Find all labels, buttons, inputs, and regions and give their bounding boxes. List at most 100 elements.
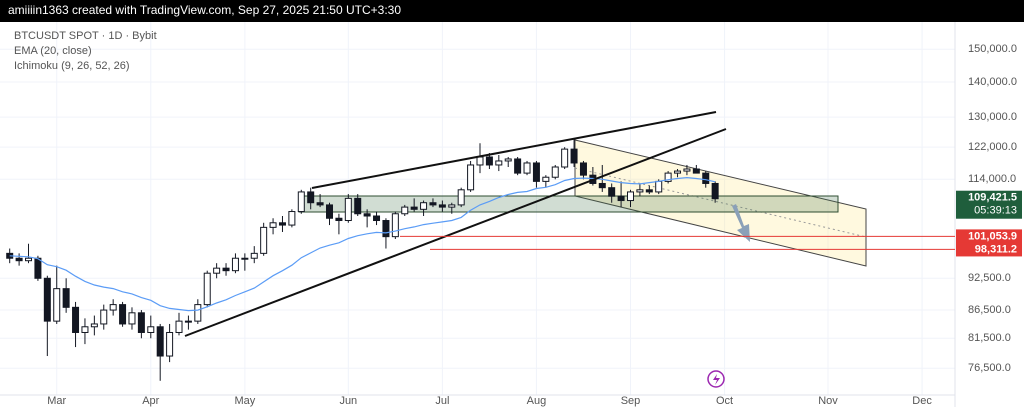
candle-body [194,304,202,322]
candle-body [53,288,61,322]
header-text: amiiiin1363 created with TradingView.com… [8,3,401,17]
x-tick-label: May [234,395,255,407]
level-label-box [956,229,1022,244]
legend-ichimoku: Ichimoku (9, 26, 52, 26) [14,60,130,72]
y-tick-label: 92,500.0 [968,272,1011,284]
candle-body [448,204,456,208]
candle-body [147,326,155,333]
candle-body [156,326,164,357]
candle-body [15,257,23,262]
candle-body [692,168,700,174]
candle-body [598,182,606,189]
candle-body [655,180,663,193]
candle-body [617,195,625,202]
event-icon-bolt [713,374,720,385]
candle-body [213,267,221,274]
candle-body [326,204,334,219]
level-label: 98,311.2 [975,243,1017,255]
candle-body [307,191,315,204]
candle-body [523,162,531,174]
y-tick-label: 86,500.0 [968,304,1011,316]
candle-body [297,191,305,213]
y-tick-label: 81,500.0 [968,332,1011,344]
candle-body [250,252,258,259]
candle-body [636,189,644,193]
candle-body [711,182,719,200]
candle-body [260,226,268,254]
candle-body [476,156,484,166]
candle-body [137,312,145,333]
x-tick-label: Sep [621,395,641,407]
candle-body [316,202,324,206]
candle-body [222,267,230,272]
candle-body [72,306,80,333]
zone-box [298,195,839,213]
y-tick-label: 150,000.0 [968,43,1017,55]
y-tick-label: 76,500.0 [968,362,1011,374]
candle-body [25,257,33,262]
y-tick-label: 114,000.0 [968,173,1016,185]
trendline [184,128,727,337]
last-price-label: 109,421.5 [968,192,1017,204]
candle-body [363,213,371,217]
candle-body [43,277,51,322]
countdown-label: 05:39:13 [974,205,1017,217]
candle-body [561,148,569,168]
candle-body [495,160,503,166]
legend-symbol: BTCUSDT SPOT · 1D · Bybit [14,30,157,42]
legend-ema: EMA (20, close) [14,45,92,57]
candle-body [674,170,682,174]
candle-body [231,257,239,272]
candle-body [184,320,192,323]
y-tick-label: 130,000.0 [968,111,1017,123]
candle-body [90,323,98,328]
candle-body [335,217,343,222]
candle-body [34,257,42,279]
last-price-box [956,190,1022,219]
candle-body [485,156,493,166]
x-tick-label: Jul [435,395,449,407]
level-label: 101,053.9 [968,230,1017,242]
candle-body [429,202,437,206]
x-tick-label: Aug [527,395,547,407]
candle-body [175,320,183,333]
candle-body [288,211,296,226]
level-label-box [956,242,1022,257]
candle-body [100,309,108,325]
candle-body [542,176,550,182]
event-icon [707,370,725,388]
candle-body [203,272,211,306]
channel [574,139,867,267]
candle-body [420,202,428,210]
candle-body [344,197,352,222]
candle-body [241,257,249,260]
candle-body [81,326,89,333]
candle-body [119,304,127,325]
candle-body [626,191,634,202]
candle-body [401,206,409,215]
candle-body [166,331,174,357]
x-tick-label: Apr [142,395,159,407]
x-tick-label: Nov [818,395,838,407]
y-tick-label: 140,000.0 [968,76,1017,88]
candle-body [551,166,559,178]
candle-body [410,206,418,210]
y-tick-label: 122,000.0 [968,141,1017,153]
x-tick-label: Mar [47,395,66,407]
x-tick-label: Jun [339,395,357,407]
x-tick-label: Oct [716,395,733,407]
candle-body [391,213,399,238]
candle-body [570,148,578,164]
candle-body [109,304,117,311]
arrow [732,204,750,242]
candle-body [514,158,522,174]
candle-body [504,158,512,162]
candle-body [128,312,136,325]
candle-body [467,164,475,191]
candle-body [354,197,362,215]
top-bar [0,0,1024,22]
candle-body [457,189,465,206]
candle-body [269,222,277,228]
candle-body [683,168,691,172]
